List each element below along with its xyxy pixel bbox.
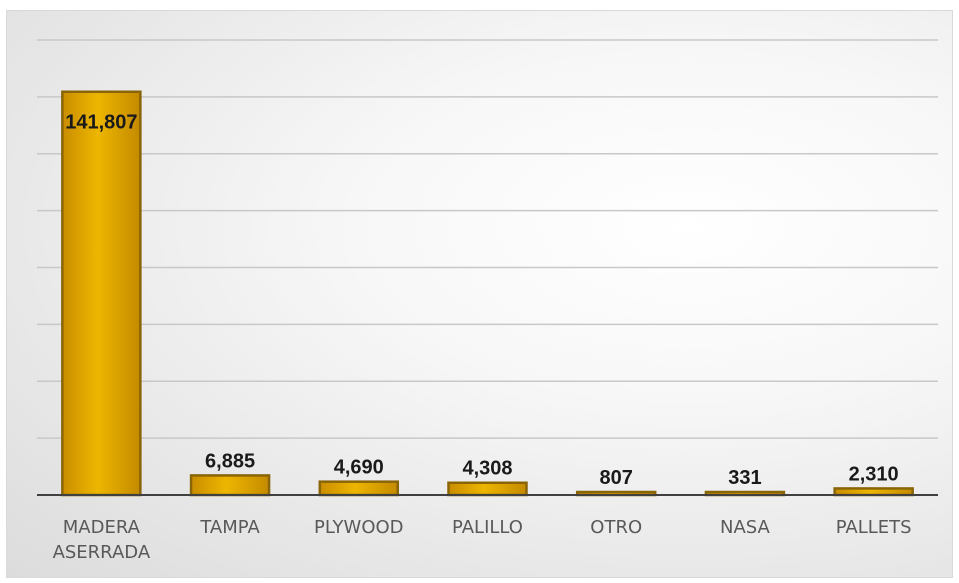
category-label: ASERRADA	[53, 542, 151, 563]
data-label: 141,807	[65, 112, 137, 134]
data-label: 4,690	[334, 457, 384, 479]
category-label: MADERA	[63, 517, 141, 538]
category-labels: MADERA ASERRADA TAMPA PLYWOOD PALILLO OTRO NAS…	[53, 517, 912, 563]
data-label: 6,885	[205, 450, 255, 472]
bar	[61, 90, 142, 497]
bar	[318, 480, 400, 497]
category-label: PLYWOOD	[314, 517, 403, 538]
category-label: OTRO	[590, 517, 642, 538]
category-label: PALLETS	[836, 517, 912, 538]
data-label: 331	[728, 467, 761, 489]
data-label: 807	[600, 467, 633, 489]
bars	[61, 90, 914, 497]
data-label: 4,308	[462, 458, 512, 480]
category-label: PALILLO	[452, 517, 523, 538]
bar	[447, 481, 528, 497]
data-label: 2,310	[849, 463, 899, 485]
bar	[189, 474, 271, 497]
data-labels: 141,807 6,885 4,690 4,308 807 331 2,310	[65, 112, 898, 489]
gridlines	[37, 39, 938, 439]
category-label: TAMPA	[199, 517, 260, 538]
category-label: NASA	[720, 517, 771, 538]
